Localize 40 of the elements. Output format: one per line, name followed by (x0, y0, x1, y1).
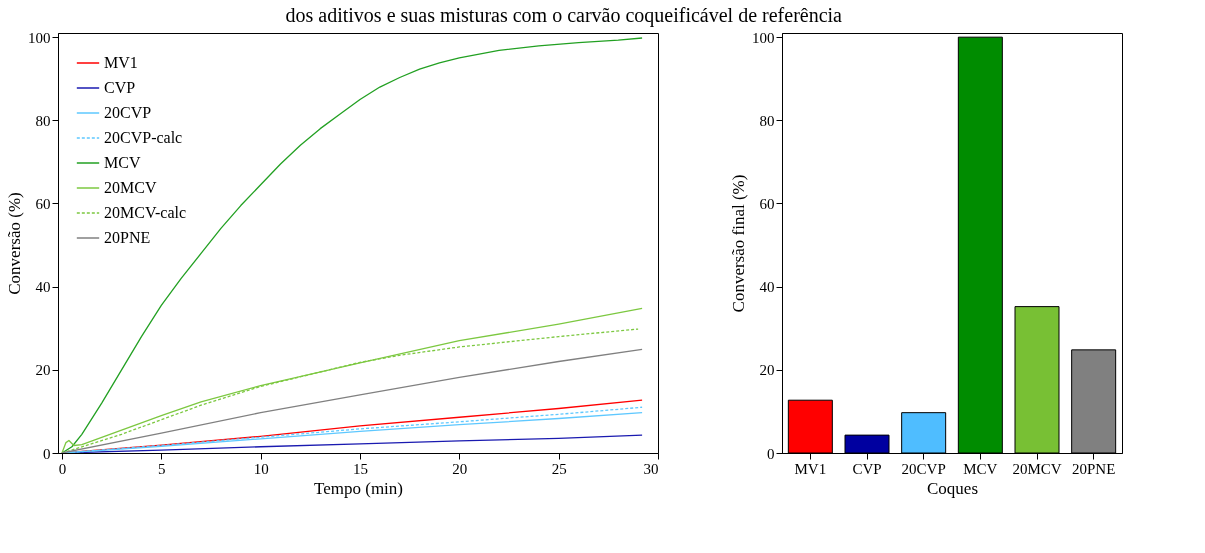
y-tick-label: 60 (759, 196, 775, 212)
y-tick-label: 0 (767, 445, 775, 462)
y-tick-label: 0 (43, 445, 51, 462)
x-tick-label: 25 (551, 460, 567, 477)
legend-label: 20MCV (104, 179, 157, 196)
x-axis-title: Tempo (min) (314, 478, 403, 498)
legend-label: 20PNE (104, 229, 151, 246)
y-tick-label: 20 (759, 362, 775, 379)
y-tick-label: 40 (35, 279, 51, 296)
x-tick-label: 30 (643, 460, 659, 477)
x-tick-label: 5 (158, 460, 166, 477)
y-axis-title: Conversão (%) (5, 192, 24, 295)
x-tick-label: 10 (253, 460, 269, 477)
legend-label: 20MCV-calc (104, 204, 187, 221)
y-tick-label: 80 (35, 112, 51, 129)
x-tick-label: 15 (352, 460, 368, 477)
x-tick-label: MCV (963, 460, 998, 477)
x-tick-label: CVP (852, 460, 882, 477)
x-tick-label: 20CVP (901, 460, 946, 477)
y-tick-label: 40 (759, 279, 775, 296)
line-series (61, 37, 643, 453)
chart-title: dos aditivos e suas misturas com o carvão coqueificável de referência (285, 3, 843, 27)
legend-label: CVP (104, 79, 136, 96)
y-tick-label: 100 (28, 29, 51, 46)
y-tick-label: 100 (752, 29, 775, 46)
legend-label: MV1 (104, 54, 138, 71)
legend-label: 20CVP (104, 104, 152, 121)
x-tick-label: 20MCV (1012, 460, 1062, 477)
x-tick-label: 20 (452, 460, 468, 477)
x-tick-label: MV1 (794, 460, 827, 477)
legend-label: 20CVP-calc (104, 129, 183, 146)
y-tick-label: 60 (35, 196, 51, 212)
legend-label: MCV (104, 154, 141, 171)
line-series (61, 348, 643, 453)
x-axis-title: Coques (927, 478, 978, 498)
x-tick-label: 20PNE (1071, 460, 1116, 477)
x-tick-label: 0 (58, 460, 67, 477)
y-axis-title: Conversão final (%) (729, 174, 748, 313)
y-tick-label: 20 (35, 362, 51, 379)
y-tick-label: 80 (759, 112, 775, 129)
